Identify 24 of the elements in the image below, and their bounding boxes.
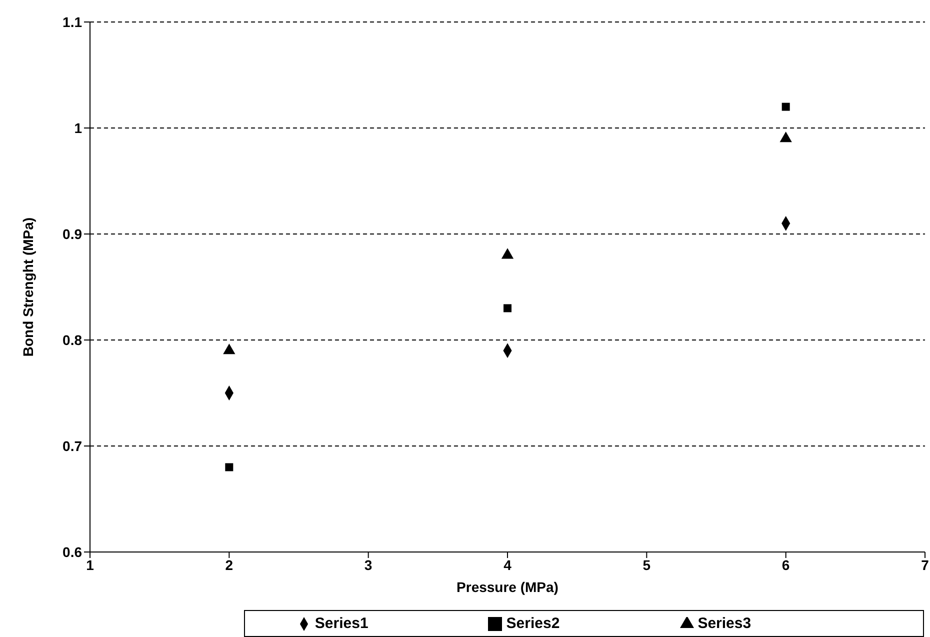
y-tick-label: 0.8 — [62, 332, 82, 348]
x-tick-label: 5 — [642, 556, 651, 573]
x-tick-label: 2 — [225, 556, 234, 573]
x-tick-label: 6 — [782, 556, 790, 573]
legend-label: Series2 — [506, 615, 560, 632]
y-tick-label: 0.6 — [62, 544, 82, 560]
point — [780, 132, 792, 142]
point — [501, 248, 514, 259]
point — [223, 344, 236, 354]
y-tick-label: 1.1 — [62, 14, 82, 30]
x-axis-title: Pressure (MPa) — [456, 579, 558, 595]
x-tick-label: 1 — [86, 556, 94, 573]
y-tick-label: 0.9 — [62, 226, 82, 242]
y-tick-label: 0.7 — [62, 438, 82, 454]
point — [225, 463, 234, 472]
y-tick-label: 1 — [74, 120, 82, 136]
x-tick-label: 3 — [364, 556, 372, 573]
x-tick-label: 7 — [921, 556, 930, 573]
legend-label: Series1 — [314, 615, 368, 632]
legend-label: Series3 — [698, 615, 752, 632]
x-tick-label: 4 — [504, 556, 512, 573]
point — [504, 304, 512, 312]
y-axis-title: Bond Strenght (MPa) — [20, 217, 36, 357]
point — [782, 102, 790, 111]
